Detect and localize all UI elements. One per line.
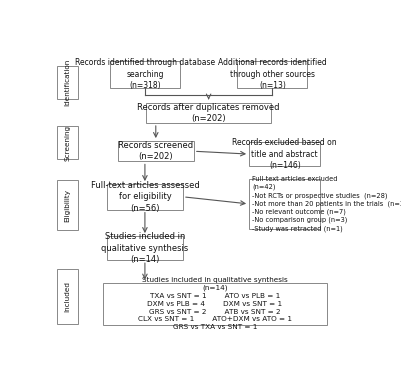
FancyBboxPatch shape	[107, 236, 183, 260]
Text: Full-text articles assessed
for eligibility
(n=56): Full-text articles assessed for eligibil…	[91, 181, 199, 213]
Text: Full-text articles excluded
(n=42)
-Not RCTs or prospective studies  (n=28)
-Not: Full-text articles excluded (n=42) -Not …	[252, 176, 401, 232]
Text: Studies included in qualitative synthesis
(n=14)
TXA vs SNT = 1        ATO vs PL: Studies included in qualitative synthesi…	[138, 277, 292, 330]
FancyBboxPatch shape	[237, 61, 307, 88]
FancyBboxPatch shape	[57, 269, 78, 324]
Text: Included: Included	[64, 281, 70, 312]
FancyBboxPatch shape	[107, 184, 183, 210]
Text: Records after duplicates removed
(n=202): Records after duplicates removed (n=202)	[138, 102, 280, 123]
FancyBboxPatch shape	[57, 67, 78, 99]
Text: Records screened
(n=202): Records screened (n=202)	[118, 141, 193, 161]
FancyBboxPatch shape	[118, 141, 194, 161]
FancyBboxPatch shape	[110, 61, 180, 88]
Text: Records excluded based on
title and abstract
(n=146): Records excluded based on title and abst…	[233, 138, 337, 170]
FancyBboxPatch shape	[57, 126, 78, 159]
FancyBboxPatch shape	[249, 142, 320, 166]
Text: Identification: Identification	[64, 59, 70, 107]
FancyBboxPatch shape	[146, 102, 271, 123]
FancyBboxPatch shape	[57, 181, 78, 230]
Text: Screening: Screening	[64, 125, 70, 161]
Text: Studies included in
qualitative synthesis
(n=14): Studies included in qualitative synthesi…	[101, 232, 188, 264]
Text: Eligibility: Eligibility	[64, 189, 70, 222]
FancyBboxPatch shape	[103, 283, 327, 325]
Text: Additional records identified
through other sources
(n=13): Additional records identified through ot…	[218, 58, 327, 90]
FancyBboxPatch shape	[249, 179, 320, 229]
Text: Records identified through database
searching
(n=318): Records identified through database sear…	[75, 58, 215, 90]
